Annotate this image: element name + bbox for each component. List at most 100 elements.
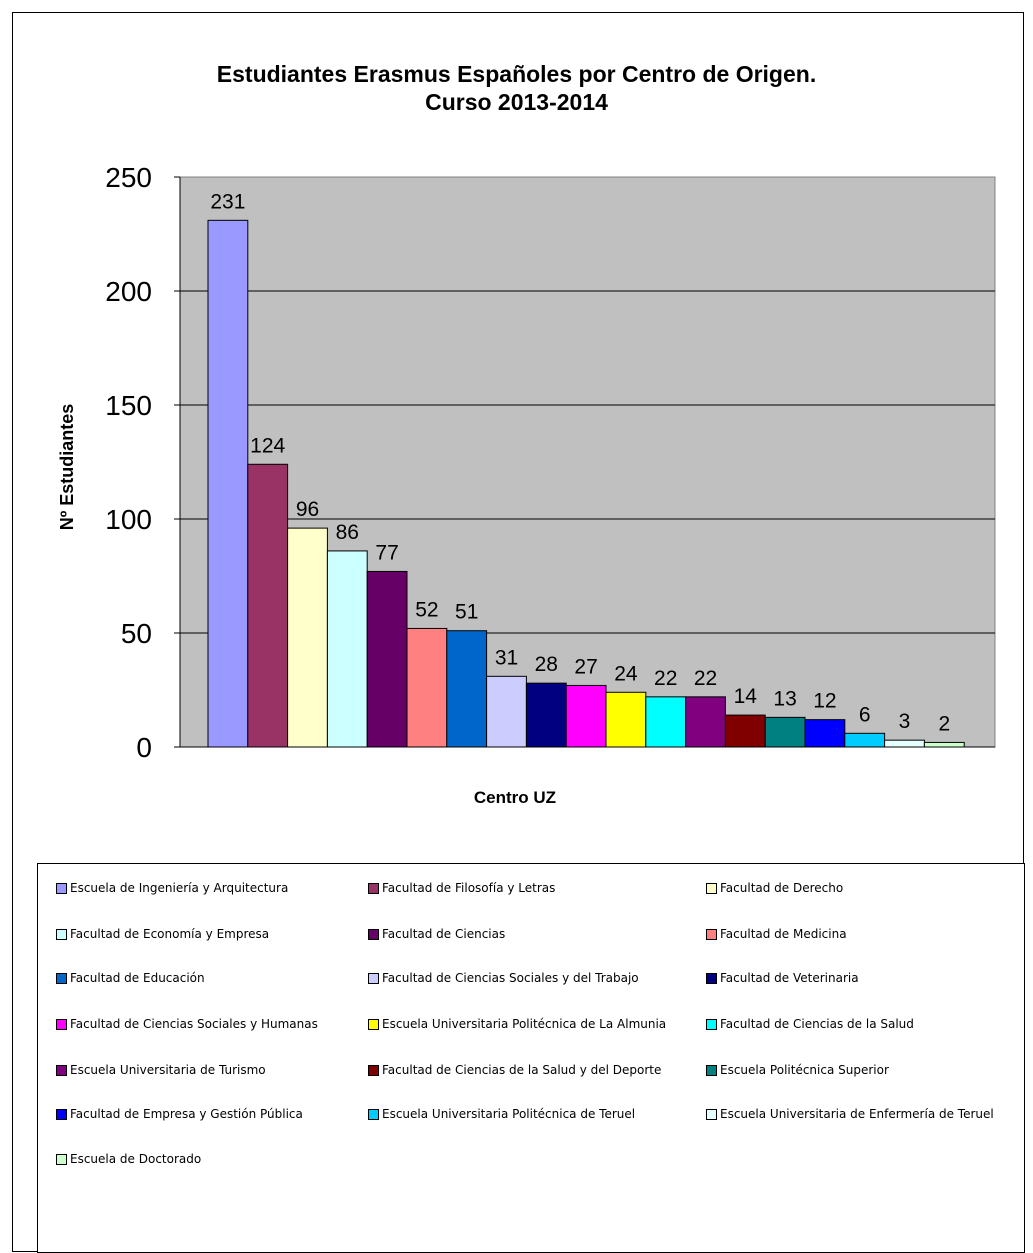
bar — [326, 550, 368, 748]
legend-swatch — [706, 928, 717, 940]
legend-swatch — [368, 1064, 379, 1076]
legend-item: Facultad de Empresa y Gestión Pública — [56, 1104, 303, 1124]
legend-swatch — [56, 1153, 67, 1165]
y-tick-label: 50 — [121, 618, 152, 649]
bar-value-label: 12 — [813, 690, 836, 713]
bar-value-label: 31 — [495, 646, 518, 669]
legend-swatch — [368, 882, 379, 894]
legend-swatch — [368, 1108, 379, 1120]
legend-label: Escuela Politécnica Superior — [720, 1063, 889, 1077]
legend-swatch — [706, 1064, 717, 1076]
legend-swatch — [706, 1018, 717, 1030]
bar — [804, 719, 846, 748]
bar — [685, 696, 726, 748]
bar-value-label: 14 — [734, 685, 758, 708]
legend-swatch — [706, 972, 717, 984]
bar — [207, 219, 249, 748]
legend-label: Facultad de Veterinaria — [720, 971, 859, 985]
bar-chart: 0 50 100 150 200 250 231 124 96 86 77 52 51 31 28 27 24… — [57, 162, 996, 807]
bar — [923, 741, 965, 748]
legend-item: Facultad de Educación — [56, 968, 205, 988]
legend-item: Escuela Universitaria de Turismo — [56, 1060, 266, 1080]
bar — [565, 684, 607, 748]
legend-swatch — [56, 1018, 67, 1030]
legend-swatch — [56, 1108, 67, 1120]
bar-value-label: 22 — [694, 667, 717, 690]
legend-item: Escuela Politécnica Superior — [706, 1060, 889, 1080]
legend-label: Facultad de Ciencias — [382, 927, 506, 941]
bar-value-label: 86 — [336, 521, 359, 544]
legend-swatch — [368, 928, 379, 940]
bars — [207, 219, 965, 748]
legend-item: Facultad de Economía y Empresa — [56, 924, 269, 944]
legend-swatch — [56, 1064, 67, 1076]
legend-item: Escuela de Doctorado — [56, 1149, 201, 1169]
legend-label: Facultad de Filosofía y Letras — [382, 881, 556, 895]
legend-item: Escuela de Ingeniería y Arquitectura — [56, 878, 288, 898]
legend-label: Facultad de Educación — [70, 971, 205, 985]
legend-item: Facultad de Derecho — [706, 878, 843, 898]
bar-value-label: 3 — [899, 710, 911, 733]
legend-swatch — [56, 928, 67, 940]
bar — [446, 630, 488, 748]
bar — [844, 732, 886, 748]
bar — [724, 714, 766, 748]
y-tick-label: 100 — [105, 504, 152, 535]
legend-swatch — [56, 972, 67, 984]
bar-value-label: 6 — [859, 703, 871, 726]
bar — [645, 696, 687, 748]
bar-value-label: 28 — [535, 653, 558, 676]
legend-item: Facultad de Filosofía y Letras — [368, 878, 555, 898]
legend-item: Facultad de Ciencias Sociales y del Trab… — [368, 968, 639, 988]
legend-label: Escuela Universitaria de Enfermería de T… — [720, 1107, 994, 1121]
legend-swatch — [706, 882, 717, 894]
bar-value-labels: 231 124 96 86 77 52 51 31 28 27 24 22 22 14 13 12 6 3 2 — [210, 190, 950, 735]
legend-swatch — [706, 1108, 717, 1120]
y-tick-label: 250 — [105, 162, 152, 193]
legend-label: Facultad de Ciencias de la Salud — [720, 1017, 914, 1031]
y-tick-label: 200 — [105, 276, 152, 307]
legend-label: Escuela de Ingeniería y Arquitectura — [70, 881, 289, 895]
legend-item: Escuela Universitaria de Enfermería de T… — [706, 1104, 994, 1124]
legend-swatch — [56, 882, 67, 894]
legend-item: Facultad de Ciencias Sociales y Humanas — [56, 1014, 318, 1034]
legend-item: Facultad de Veterinaria — [706, 968, 859, 988]
legend-label: Escuela Universitaria de Turismo — [70, 1063, 266, 1077]
bar-value-label: 24 — [614, 662, 638, 685]
y-tick-label: 150 — [105, 390, 152, 421]
legend-label: Facultad de Ciencias Sociales y Humanas — [70, 1017, 318, 1031]
bar — [406, 627, 448, 748]
legend-item: Escuela Universitaria Politécnica de La … — [368, 1014, 666, 1034]
legend-label: Facultad de Ciencias Sociales y del Trab… — [382, 971, 639, 985]
legend: Escuela de Ingeniería y Arquitectura Facu… — [37, 863, 1025, 1253]
bar-value-label: 22 — [654, 667, 677, 690]
bar — [247, 463, 289, 748]
chart-title: Estudiantes Erasmus Españoles por Centro… — [0, 60, 1033, 116]
legend-label: Facultad de Derecho — [720, 881, 844, 895]
bar-value-label: 27 — [574, 655, 597, 678]
bar — [287, 527, 328, 748]
legend-swatch — [368, 972, 379, 984]
legend-swatch — [368, 1018, 379, 1030]
legend-item: Facultad de Ciencias de la Salud — [706, 1014, 914, 1034]
y-tick-label: 0 — [136, 732, 152, 763]
bar-value-label: 52 — [415, 598, 438, 621]
bar-value-label: 51 — [455, 601, 478, 624]
legend-label: Escuela Universitaria Politécnica de La … — [382, 1017, 667, 1031]
legend-label: Escuela de Doctorado — [70, 1152, 202, 1166]
bar-value-label: 124 — [250, 434, 285, 457]
legend-label: Facultad de Economía y Empresa — [70, 927, 270, 941]
bar — [366, 570, 408, 748]
chart-title-line-1: Estudiantes Erasmus Españoles por Centro… — [216, 61, 817, 87]
bar-value-label: 77 — [375, 541, 398, 564]
legend-item: Facultad de Ciencias de la Salud y del D… — [368, 1060, 661, 1080]
x-axis-label: Centro UZ — [474, 788, 556, 807]
legend-label: Facultad de Medicina — [720, 927, 847, 941]
bar-value-label: 96 — [296, 498, 319, 521]
bar-value-label: 13 — [773, 687, 796, 710]
legend-item: Facultad de Ciencias — [368, 924, 505, 944]
bar — [764, 716, 806, 748]
y-axis-label: Nº Estudiantes — [57, 404, 77, 531]
legend-label: Facultad de Empresa y Gestión Pública — [70, 1107, 303, 1121]
bar — [486, 675, 527, 748]
